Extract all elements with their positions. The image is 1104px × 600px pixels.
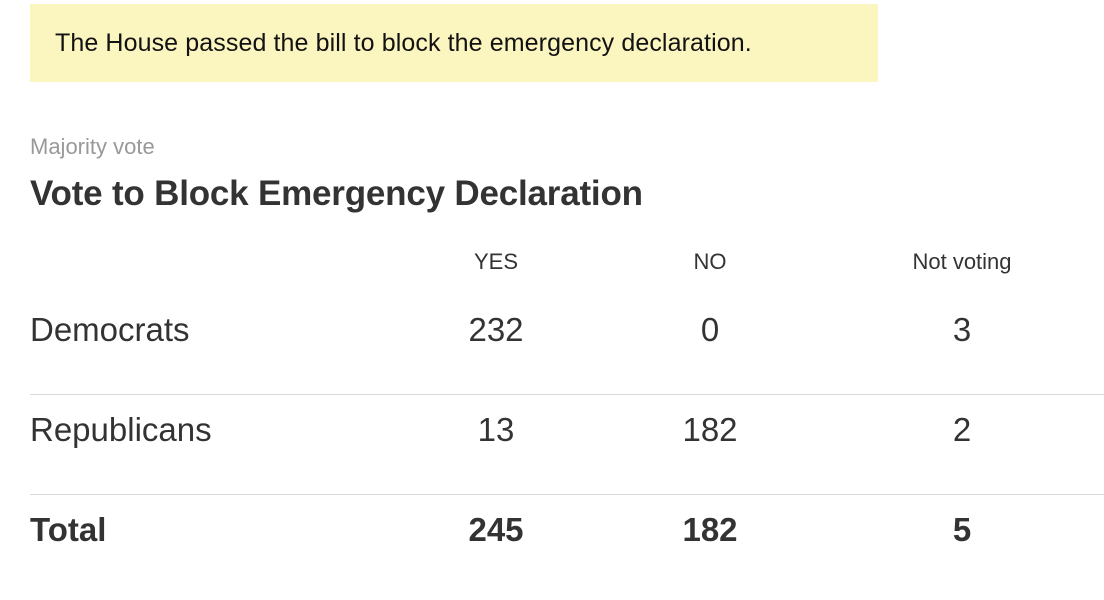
- table-row-republicans: Republicans 13 182 2: [30, 395, 1104, 495]
- democrats-no-count: 0: [700, 311, 720, 348]
- total-yes-count: 245: [468, 511, 524, 548]
- vote-kicker: Majority vote: [30, 134, 155, 159]
- total-label: Total: [30, 511, 107, 548]
- total-not-voting-count: 5: [952, 511, 972, 548]
- party-label-democrats: Democrats: [30, 311, 190, 348]
- total-no-count: 182: [682, 511, 738, 548]
- democrats-not-voting-count: 3: [952, 311, 972, 348]
- vote-title: Vote to Block Emergency Declaration: [30, 174, 643, 213]
- party-label-republicans: Republicans: [30, 411, 212, 448]
- table-row-democrats: Democrats 232 0 3: [30, 295, 1104, 395]
- table-row-total: Total 245 182 5: [30, 495, 1104, 595]
- column-header-not-voting: Not voting: [912, 249, 1012, 274]
- republicans-not-voting-count: 2: [952, 411, 972, 448]
- result-banner: The House passed the bill to block the e…: [30, 4, 878, 82]
- republicans-no-count: 182: [682, 411, 738, 448]
- republicans-yes-count: 13: [477, 411, 515, 448]
- column-header-yes: YES: [473, 249, 519, 274]
- result-banner-text: The House passed the bill to block the e…: [55, 28, 752, 57]
- vote-table: YES NO Not voting Democrats 232 0 3 Repu…: [30, 235, 1104, 595]
- democrats-yes-count: 232: [468, 311, 524, 348]
- table-header-row: YES NO Not voting: [30, 235, 1104, 295]
- column-header-no: NO: [693, 249, 727, 274]
